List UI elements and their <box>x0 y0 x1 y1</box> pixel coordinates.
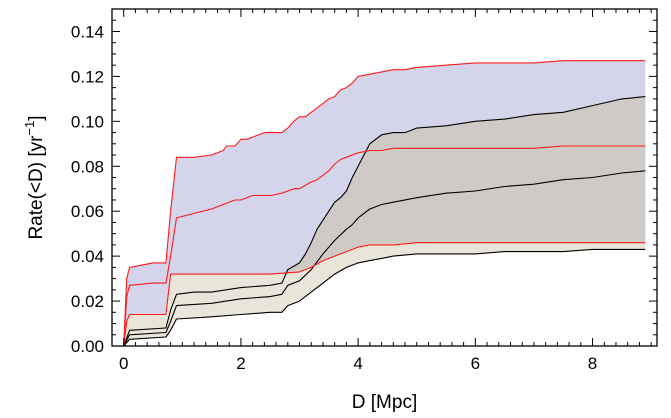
red-middle-line <box>123 145 646 347</box>
y-axis-label-close: ] <box>26 115 47 120</box>
y-tick-label: 0.02 <box>71 292 104 311</box>
lower-band-area <box>123 242 646 346</box>
x-axis-label: D [Mpc] <box>352 392 417 413</box>
x-tick-label: 8 <box>588 354 597 373</box>
y-tick-label: 0.12 <box>71 67 104 86</box>
y-axis-label-exponent: −1 <box>22 121 37 136</box>
y-axis-label: Rate(<D) [yr−1] <box>22 115 47 239</box>
x-tick-label: 0 <box>119 354 128 373</box>
y-tick-label: 0.10 <box>71 112 104 131</box>
black-lower-line <box>123 248 646 347</box>
y-tick-label: 0.04 <box>71 247 104 266</box>
tick-labels: 0 2 4 6 8 0.00 0.02 0.04 0.06 0.08 0.10 0.12 0.14 <box>71 22 597 373</box>
chart-bands <box>123 60 646 346</box>
black-middle-line <box>123 170 646 347</box>
x-tick-label: 4 <box>353 354 362 373</box>
y-tick-label: 0.00 <box>71 337 104 356</box>
y-axis-label-main: Rate(<D) [yr <box>26 135 47 240</box>
y-tick-label: 0.06 <box>71 202 104 221</box>
chart-lines <box>123 60 646 347</box>
red-lower-line <box>123 242 646 347</box>
red-upper-line <box>123 60 646 347</box>
y-tick-label: 0.08 <box>71 157 104 176</box>
x-tick-label: 6 <box>471 354 480 373</box>
axis-ticks <box>111 9 657 347</box>
y-tick-label: 0.14 <box>71 22 104 41</box>
x-tick-label: 2 <box>236 354 245 373</box>
black-upper-line <box>123 96 646 347</box>
